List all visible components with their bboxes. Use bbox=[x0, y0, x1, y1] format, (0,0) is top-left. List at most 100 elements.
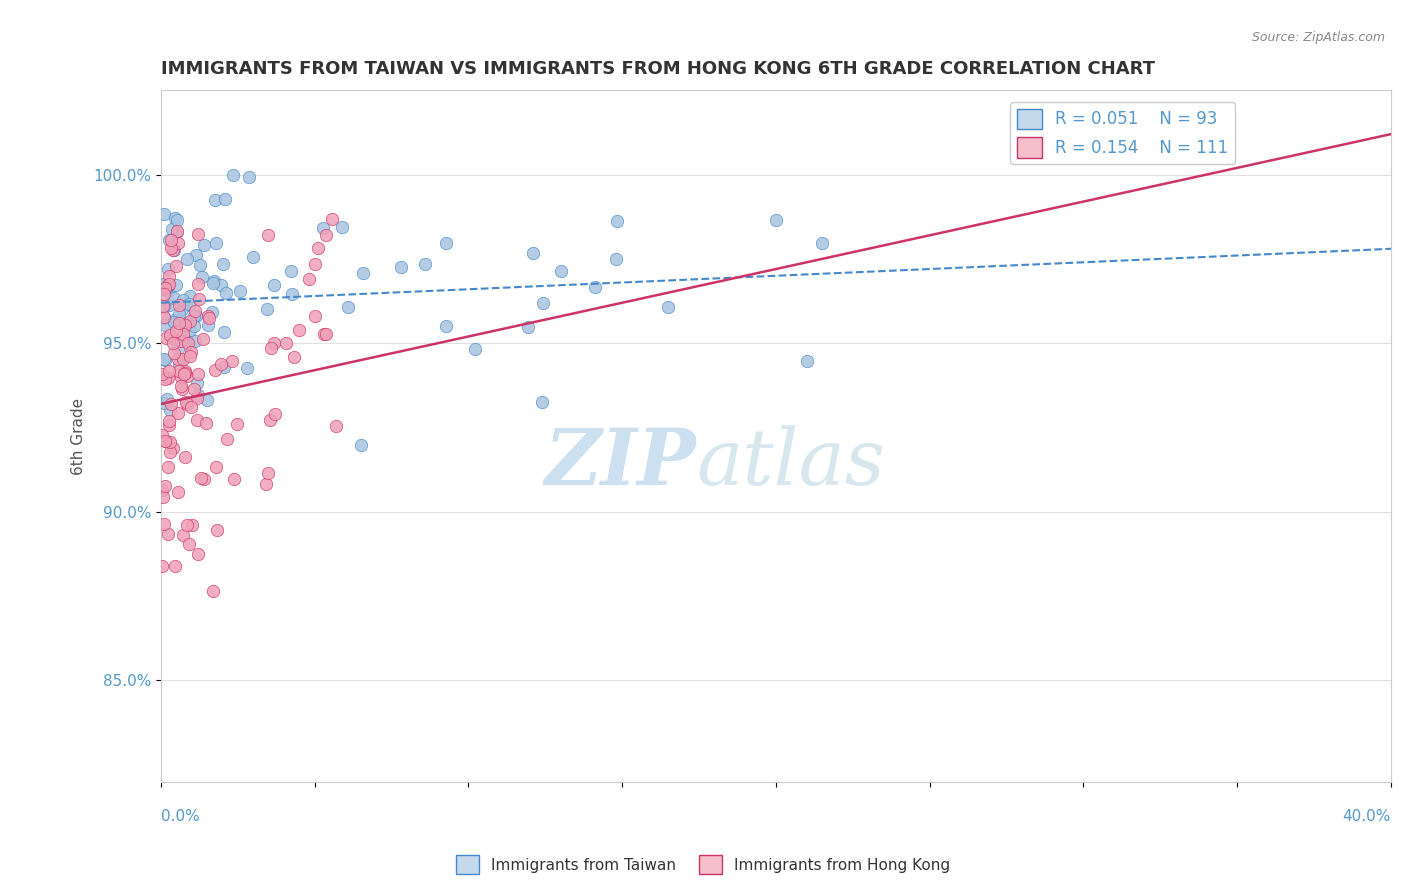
Point bbox=[172, 382, 194, 396]
Point bbox=[155, 434, 177, 448]
Point bbox=[198, 311, 221, 326]
Point bbox=[229, 284, 252, 298]
Point bbox=[160, 233, 183, 247]
Point bbox=[325, 419, 347, 434]
Point bbox=[163, 313, 186, 327]
Point bbox=[187, 367, 209, 381]
Point bbox=[321, 211, 343, 226]
Point bbox=[193, 237, 215, 252]
Point bbox=[202, 274, 225, 288]
Point bbox=[159, 328, 181, 343]
Point bbox=[153, 352, 176, 367]
Point bbox=[187, 277, 209, 291]
Point bbox=[657, 300, 679, 314]
Point bbox=[179, 297, 201, 311]
Legend: R = 0.051    N = 93, R = 0.154    N = 111: R = 0.051 N = 93, R = 0.154 N = 111 bbox=[1011, 102, 1234, 164]
Point bbox=[215, 432, 238, 446]
Point bbox=[583, 279, 606, 293]
Point bbox=[153, 207, 176, 221]
Point bbox=[283, 350, 305, 364]
Point bbox=[212, 359, 235, 374]
Point bbox=[201, 584, 224, 599]
Point bbox=[167, 342, 190, 356]
Point bbox=[184, 248, 207, 262]
Point bbox=[263, 336, 285, 351]
Point bbox=[170, 378, 193, 392]
Point bbox=[187, 292, 209, 306]
Point bbox=[155, 281, 177, 295]
Point bbox=[167, 298, 190, 312]
Point bbox=[186, 391, 208, 405]
Text: 40.0%: 40.0% bbox=[1343, 809, 1391, 823]
Point bbox=[174, 366, 197, 380]
Point bbox=[177, 537, 200, 551]
Point bbox=[264, 407, 287, 421]
Point bbox=[187, 547, 209, 561]
Point bbox=[193, 472, 215, 486]
Point bbox=[152, 490, 174, 504]
Point bbox=[179, 323, 201, 337]
Point bbox=[170, 315, 193, 329]
Point bbox=[187, 388, 209, 402]
Point bbox=[169, 317, 191, 331]
Point bbox=[522, 246, 544, 260]
Point bbox=[166, 351, 188, 366]
Point bbox=[259, 413, 281, 427]
Point bbox=[238, 170, 260, 185]
Point bbox=[188, 258, 211, 272]
Point bbox=[211, 357, 233, 371]
Point bbox=[172, 528, 194, 542]
Point bbox=[156, 261, 179, 276]
Point bbox=[312, 327, 335, 342]
Point bbox=[288, 323, 311, 337]
Point bbox=[197, 309, 219, 323]
Point bbox=[153, 311, 176, 326]
Point bbox=[434, 235, 457, 250]
Point bbox=[796, 354, 818, 368]
Point bbox=[186, 376, 208, 390]
Point bbox=[167, 364, 190, 378]
Point bbox=[179, 288, 201, 302]
Point bbox=[304, 309, 326, 323]
Text: IMMIGRANTS FROM TAIWAN VS IMMIGRANTS FROM HONG KONG 6TH GRADE CORRELATION CHART: IMMIGRANTS FROM TAIWAN VS IMMIGRANTS FRO… bbox=[160, 60, 1154, 78]
Point bbox=[163, 291, 186, 305]
Point bbox=[162, 442, 184, 456]
Point bbox=[166, 224, 188, 238]
Point bbox=[605, 252, 627, 267]
Point bbox=[172, 293, 194, 308]
Point bbox=[765, 213, 787, 227]
Point bbox=[236, 360, 259, 375]
Point bbox=[170, 370, 193, 384]
Point bbox=[191, 270, 214, 285]
Point bbox=[157, 526, 180, 541]
Point bbox=[464, 343, 486, 357]
Point bbox=[280, 264, 302, 278]
Text: Source: ZipAtlas.com: Source: ZipAtlas.com bbox=[1251, 31, 1385, 45]
Point bbox=[531, 296, 554, 310]
Point bbox=[330, 219, 353, 234]
Point bbox=[434, 318, 457, 333]
Point bbox=[157, 277, 180, 292]
Point bbox=[165, 211, 187, 226]
Point bbox=[153, 310, 176, 324]
Point bbox=[194, 416, 217, 430]
Point bbox=[153, 396, 176, 410]
Point bbox=[169, 307, 191, 321]
Point bbox=[350, 438, 373, 452]
Point bbox=[152, 483, 174, 497]
Point bbox=[221, 168, 243, 182]
Point bbox=[163, 345, 186, 359]
Point bbox=[155, 318, 177, 332]
Point bbox=[205, 523, 228, 537]
Point bbox=[166, 406, 188, 420]
Point bbox=[274, 336, 297, 351]
Point bbox=[183, 309, 205, 323]
Point bbox=[256, 302, 278, 317]
Point bbox=[157, 370, 180, 384]
Point bbox=[254, 476, 277, 491]
Point bbox=[195, 392, 218, 407]
Point bbox=[226, 417, 249, 431]
Point bbox=[153, 299, 176, 313]
Point bbox=[201, 305, 224, 319]
Point bbox=[153, 516, 176, 531]
